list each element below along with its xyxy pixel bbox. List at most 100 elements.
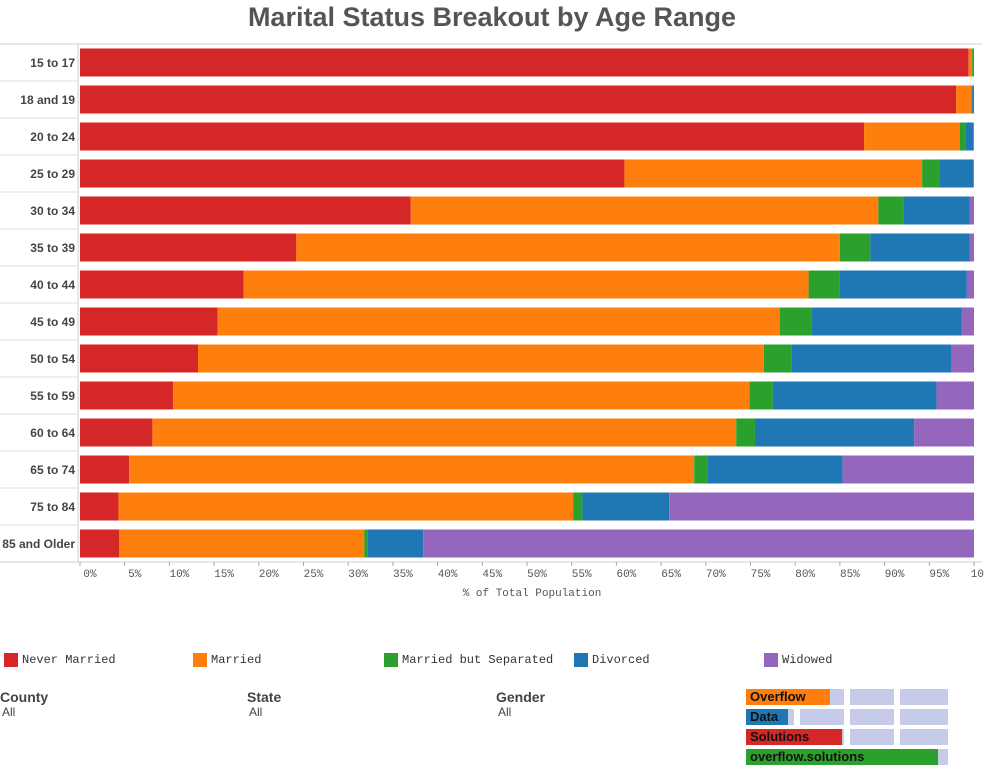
bar-segment [118,492,574,521]
bar-segment [364,529,368,558]
row-label: 30 to 34 [30,203,75,218]
bar-segment [839,233,871,262]
bar-segment [80,381,173,410]
filter-title: Gender [496,689,546,705]
bar-segment [707,455,843,484]
filter-title: State [247,689,282,705]
bar-segment [973,48,974,77]
x-tick-label: 45% [482,569,502,581]
logo-cell [900,709,948,725]
row-label: 15 to 17 [30,55,75,70]
bar-segment [80,455,130,484]
legend-swatch [764,653,778,667]
legend-swatch [193,653,207,667]
bar-segment [839,270,967,299]
bar-segment [951,344,974,373]
bar-segment [217,307,781,336]
bar-segment [966,270,974,299]
logo-bar [746,729,842,745]
bar-segment [80,48,969,77]
row-label: 35 to 39 [30,240,75,255]
x-tick-label: 15% [214,569,234,581]
x-tick-label: 35% [393,569,413,581]
bar-segment [969,233,974,262]
chart: Marital Status Breakout by Age Range % o… [0,2,984,600]
bar-segment [80,85,957,114]
bar-segment [80,307,218,336]
x-tick-label: 40% [438,569,458,581]
row-label: 18 and 19 [20,92,75,107]
legend-item: Never Married [4,653,116,667]
x-tick-label: 0% [83,569,97,581]
x-tick-label: 75% [751,569,771,581]
x-tick-label: 10% [169,569,189,581]
filter-value: All [249,705,263,719]
bar-segment [972,85,974,114]
bar-segment [939,159,974,188]
legend-label: Married [211,653,262,667]
logo-row: Data [746,709,950,725]
bar-segment [754,418,915,447]
x-tick-label: 20% [259,569,279,581]
logo-bar [746,689,830,705]
bar-segment [80,492,119,521]
legend-label: Married but Separated [402,653,554,667]
filter-value: All [498,705,512,719]
row-label: 65 to 74 [30,462,75,477]
bar-segment [80,233,297,262]
bar-segment [961,307,974,336]
x-tick-label: 55% [572,569,592,581]
logo-cell [850,729,894,745]
logo-bar [746,749,938,765]
bar-segment [956,85,972,114]
logo-cell [850,689,894,705]
bar-segment [903,196,970,225]
bar-segment [80,418,153,447]
bar-segment [808,270,840,299]
bar-segment [129,455,695,484]
bar-segment [864,122,960,151]
bar-segment [172,381,750,410]
row-label: 60 to 64 [30,425,75,440]
legend-label: Divorced [592,653,650,667]
bar-segment [80,270,244,299]
logo-text: Solutions [750,729,810,744]
x-tick-label: 80% [795,569,815,581]
legend-label: Widowed [782,653,833,667]
row-label: 40 to 44 [30,277,75,292]
legend-item: Married but Separated [384,653,553,667]
row-label: 45 to 49 [30,314,75,329]
bar-segment [968,48,973,77]
row-label: 20 to 24 [30,129,75,144]
bar-segment [573,492,583,521]
bar-segment [914,418,974,447]
x-tick-label: 95% [929,569,949,581]
legend-swatch [384,653,398,667]
logo-cell [900,689,948,705]
bar-segment [971,85,973,114]
x-tick-label: 30% [348,569,368,581]
chart-title: Marital Status Breakout by Age Range [248,2,736,32]
legend-label: Never Married [22,653,116,667]
bar-segment [878,196,904,225]
bar-segment [80,196,411,225]
filter: County All [0,689,48,719]
bar-segment [198,344,764,373]
filter-title: County [0,689,49,705]
legend-item: Widowed [764,653,832,667]
row-label: 75 to 84 [30,499,75,514]
bar-segment [80,529,120,558]
legend-item: Divorced [574,653,650,667]
bar-segment [80,344,199,373]
logo-text: Overflow [750,689,806,704]
bar-segment [791,344,952,373]
bar-segment [965,122,974,151]
bar-segment [152,418,737,447]
x-tick-label: 90% [885,569,905,581]
row-label: 55 to 59 [30,388,75,403]
row-label: 50 to 54 [30,351,75,366]
bar-segment [972,48,974,77]
bar-segment [959,122,966,151]
logo-row: Solutions [746,729,950,745]
